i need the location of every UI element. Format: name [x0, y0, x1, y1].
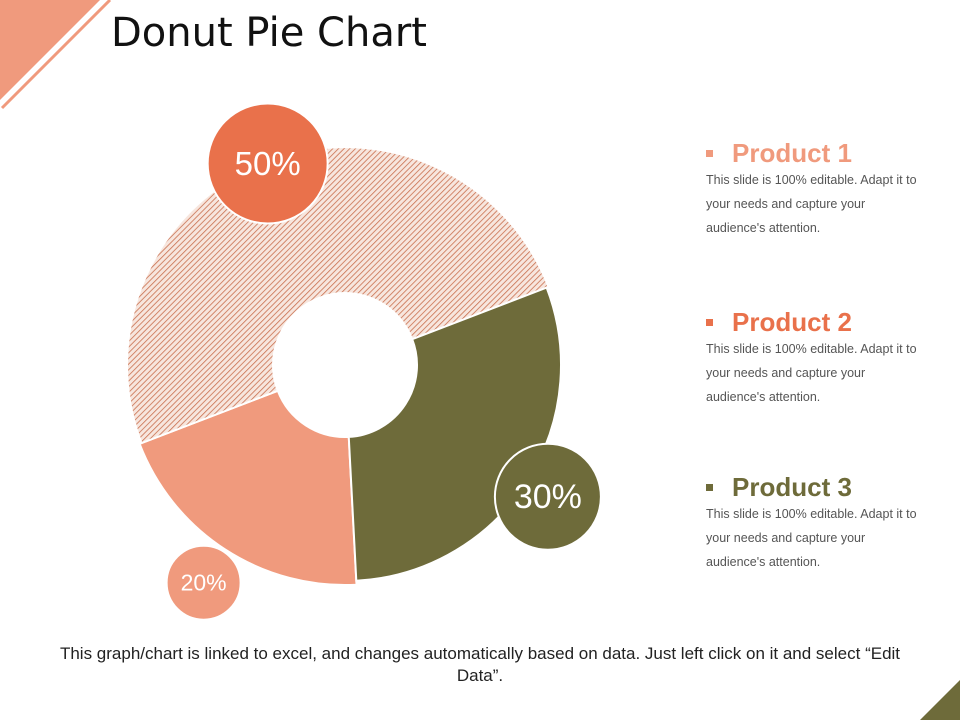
legend-bullet-product-1: [706, 149, 713, 157]
legend-title-product-3: Product 3: [732, 471, 852, 502]
legend-bullet-product-2: [706, 318, 713, 326]
donut-slices: [126, 146, 562, 586]
data-label-badge-product-1: [165, 544, 242, 620]
data-label-badge-product-2: [206, 102, 329, 225]
legend-item-product-1: Product 1 This slide is 100% editable. A…: [706, 138, 936, 240]
legend-description-product-3: This slide is 100% editable. Adapt it to…: [706, 507, 917, 569]
data-label-badge-product-3: [493, 442, 602, 551]
legend-item-product-2: Product 2 This slide is 100% editable. A…: [706, 307, 936, 409]
data-label-product-3: 30%: [514, 478, 582, 516]
footer-note: This graph/chart is linked to excel, and…: [59, 644, 901, 685]
data-label-product-2: 50%: [235, 145, 301, 182]
legend-title-product-2: Product 2: [732, 306, 852, 337]
legend-bullet-product-3: [706, 483, 713, 491]
legend-item-product-3: Product 3 This slide is 100% editable. A…: [706, 472, 936, 574]
legend-title-product-1: Product 1: [732, 137, 852, 168]
donut-slice-product-3: [347, 286, 562, 582]
donut-labels: 20% 50% 30%: [165, 102, 602, 620]
donut-slice-product-1: [138, 389, 358, 586]
data-label-product-1: 20%: [181, 570, 227, 596]
slide-title: Donut Pie Chart: [111, 10, 427, 56]
donut-chart: 20% 50% 30%: [126, 102, 602, 620]
legend-description-product-1: This slide is 100% editable. Adapt it to…: [706, 173, 917, 235]
donut-slice-product-2: [126, 146, 550, 445]
legend-description-product-2: This slide is 100% editable. Adapt it to…: [706, 342, 917, 404]
bottom-right-corner-triangle: [920, 680, 960, 720]
